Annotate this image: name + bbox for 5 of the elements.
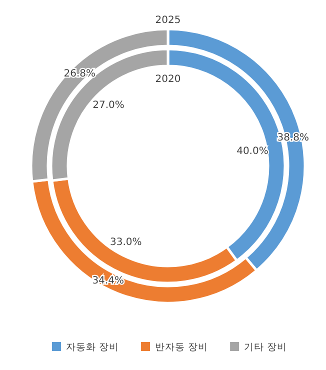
legend-label: 자동화 장비 <box>66 342 120 353</box>
slice-label: 2025 <box>155 15 181 26</box>
legend-label: 기타 장비 <box>244 342 288 353</box>
legend-label: 반자동 장비 <box>155 342 208 353</box>
slice-label: 2020 <box>155 74 181 85</box>
